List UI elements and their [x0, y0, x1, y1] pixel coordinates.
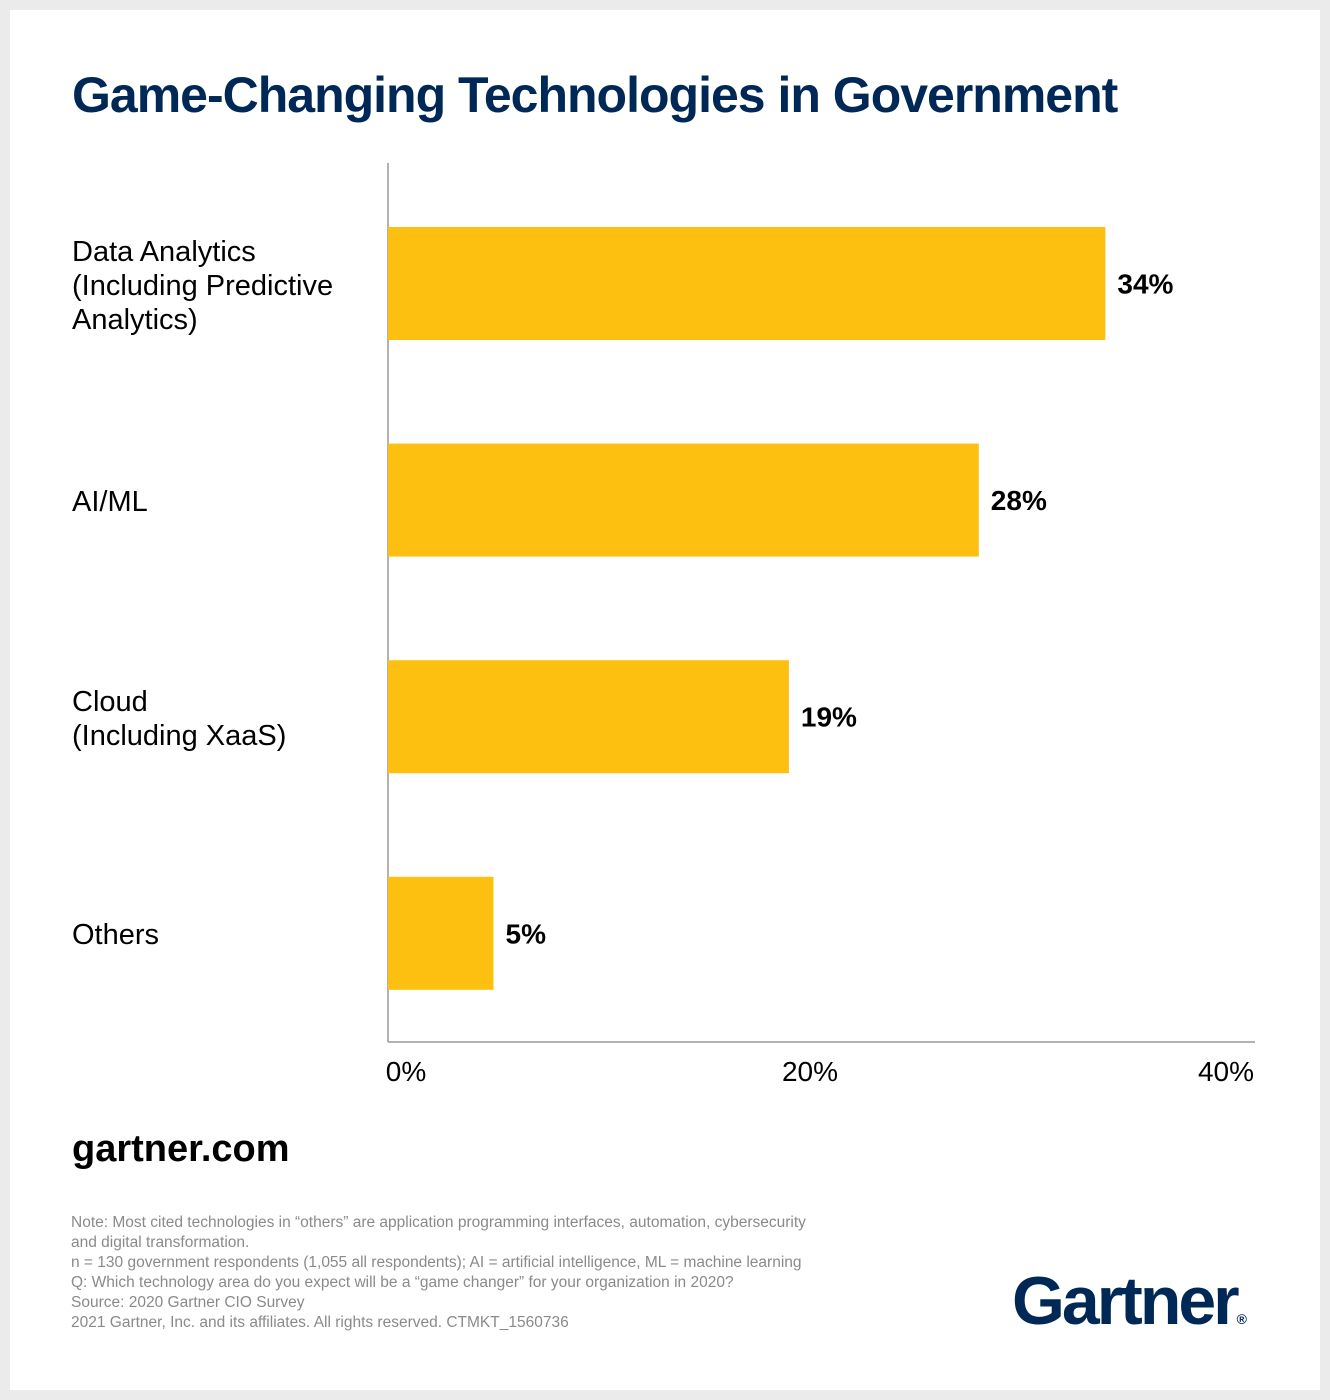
- x-tick-label: 40%: [1198, 1056, 1254, 1087]
- note-line: Note: Most cited technologies in “others…: [71, 1214, 806, 1231]
- logo-text: Gartner: [1012, 1263, 1240, 1339]
- bar: [388, 443, 979, 557]
- bar: [388, 227, 1106, 340]
- data-label: 28%: [991, 485, 1047, 516]
- note-line: n = 130 government respondents (1,055 al…: [71, 1254, 802, 1271]
- bar: [388, 660, 789, 774]
- chart-title: Game-Changing Technologies in Government: [72, 67, 1118, 123]
- x-tick-label: 20%: [782, 1056, 838, 1087]
- note-line: 2021 Gartner, Inc. and its affiliates. A…: [71, 1314, 569, 1331]
- site-url: gartner.com: [72, 1128, 290, 1170]
- registered-mark: ®: [1236, 1311, 1247, 1327]
- data-label: 5%: [506, 918, 547, 949]
- category-label: Others: [72, 919, 160, 952]
- category-label: AI/ML: [72, 486, 148, 519]
- note-line: and digital transformation.: [71, 1234, 250, 1251]
- note-line: Q: Which technology area do you expect w…: [71, 1274, 734, 1291]
- note-line: Source: 2020 Gartner CIO Survey: [71, 1294, 305, 1311]
- category-label: Cloud (Including XaaS): [72, 685, 287, 752]
- bar: [388, 876, 494, 990]
- category-label: Data Analytics (Including Predictive Ana…: [72, 235, 334, 336]
- gartner-logo: Gartner®: [1012, 1262, 1247, 1340]
- data-label: 19%: [801, 702, 857, 733]
- x-tick-label: 0%: [386, 1056, 426, 1087]
- data-label: 34%: [1117, 269, 1173, 300]
- footnotes: Note: Most cited technologies in “others…: [71, 1213, 806, 1333]
